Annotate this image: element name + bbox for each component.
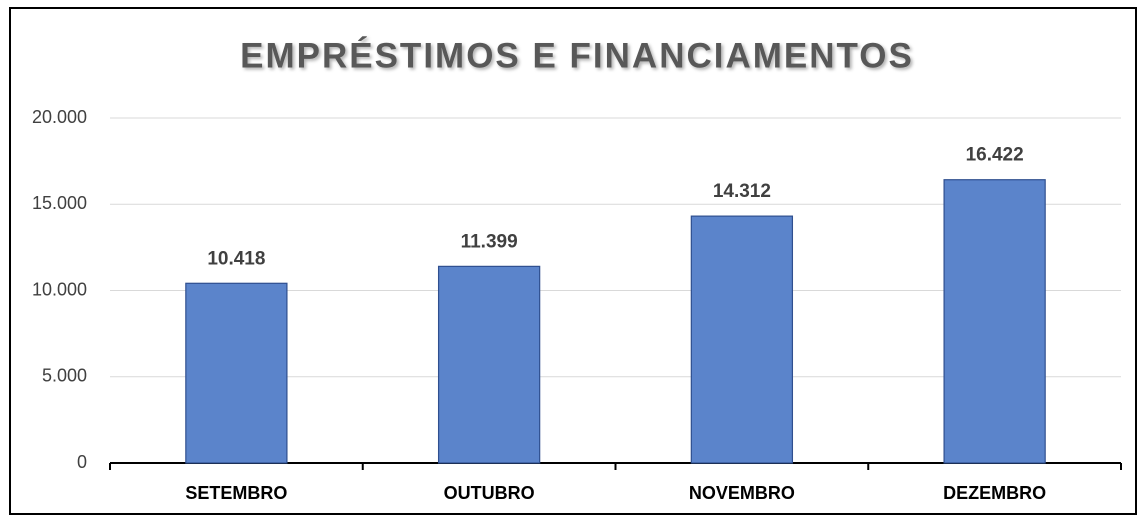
data-label: 16.422: [966, 145, 1024, 166]
y-tick-label: 10.000: [32, 279, 87, 299]
x-tick-label: NOVEMBRO: [689, 483, 795, 503]
chart-title: EMPRÉSTIMOS E FINANCIAMENTOS: [240, 35, 914, 75]
data-label: 14.312: [713, 181, 771, 202]
bar: [690, 215, 794, 464]
y-tick-label: 15.000: [32, 193, 87, 213]
x-tick-label: OUTUBRO: [444, 483, 535, 503]
x-tick-label: DEZEMBRO: [943, 483, 1046, 503]
data-label: 10.418: [207, 248, 265, 269]
y-tick-label: 5.000: [42, 366, 87, 386]
x-tick-label: SETEMBRO: [185, 483, 287, 503]
y-tick-label: 20.000: [32, 107, 87, 127]
bar: [185, 282, 288, 464]
data-label: 11.399: [461, 231, 518, 252]
bar: [943, 179, 1046, 464]
bar: [437, 265, 541, 464]
y-tick-label: 0: [77, 452, 87, 472]
